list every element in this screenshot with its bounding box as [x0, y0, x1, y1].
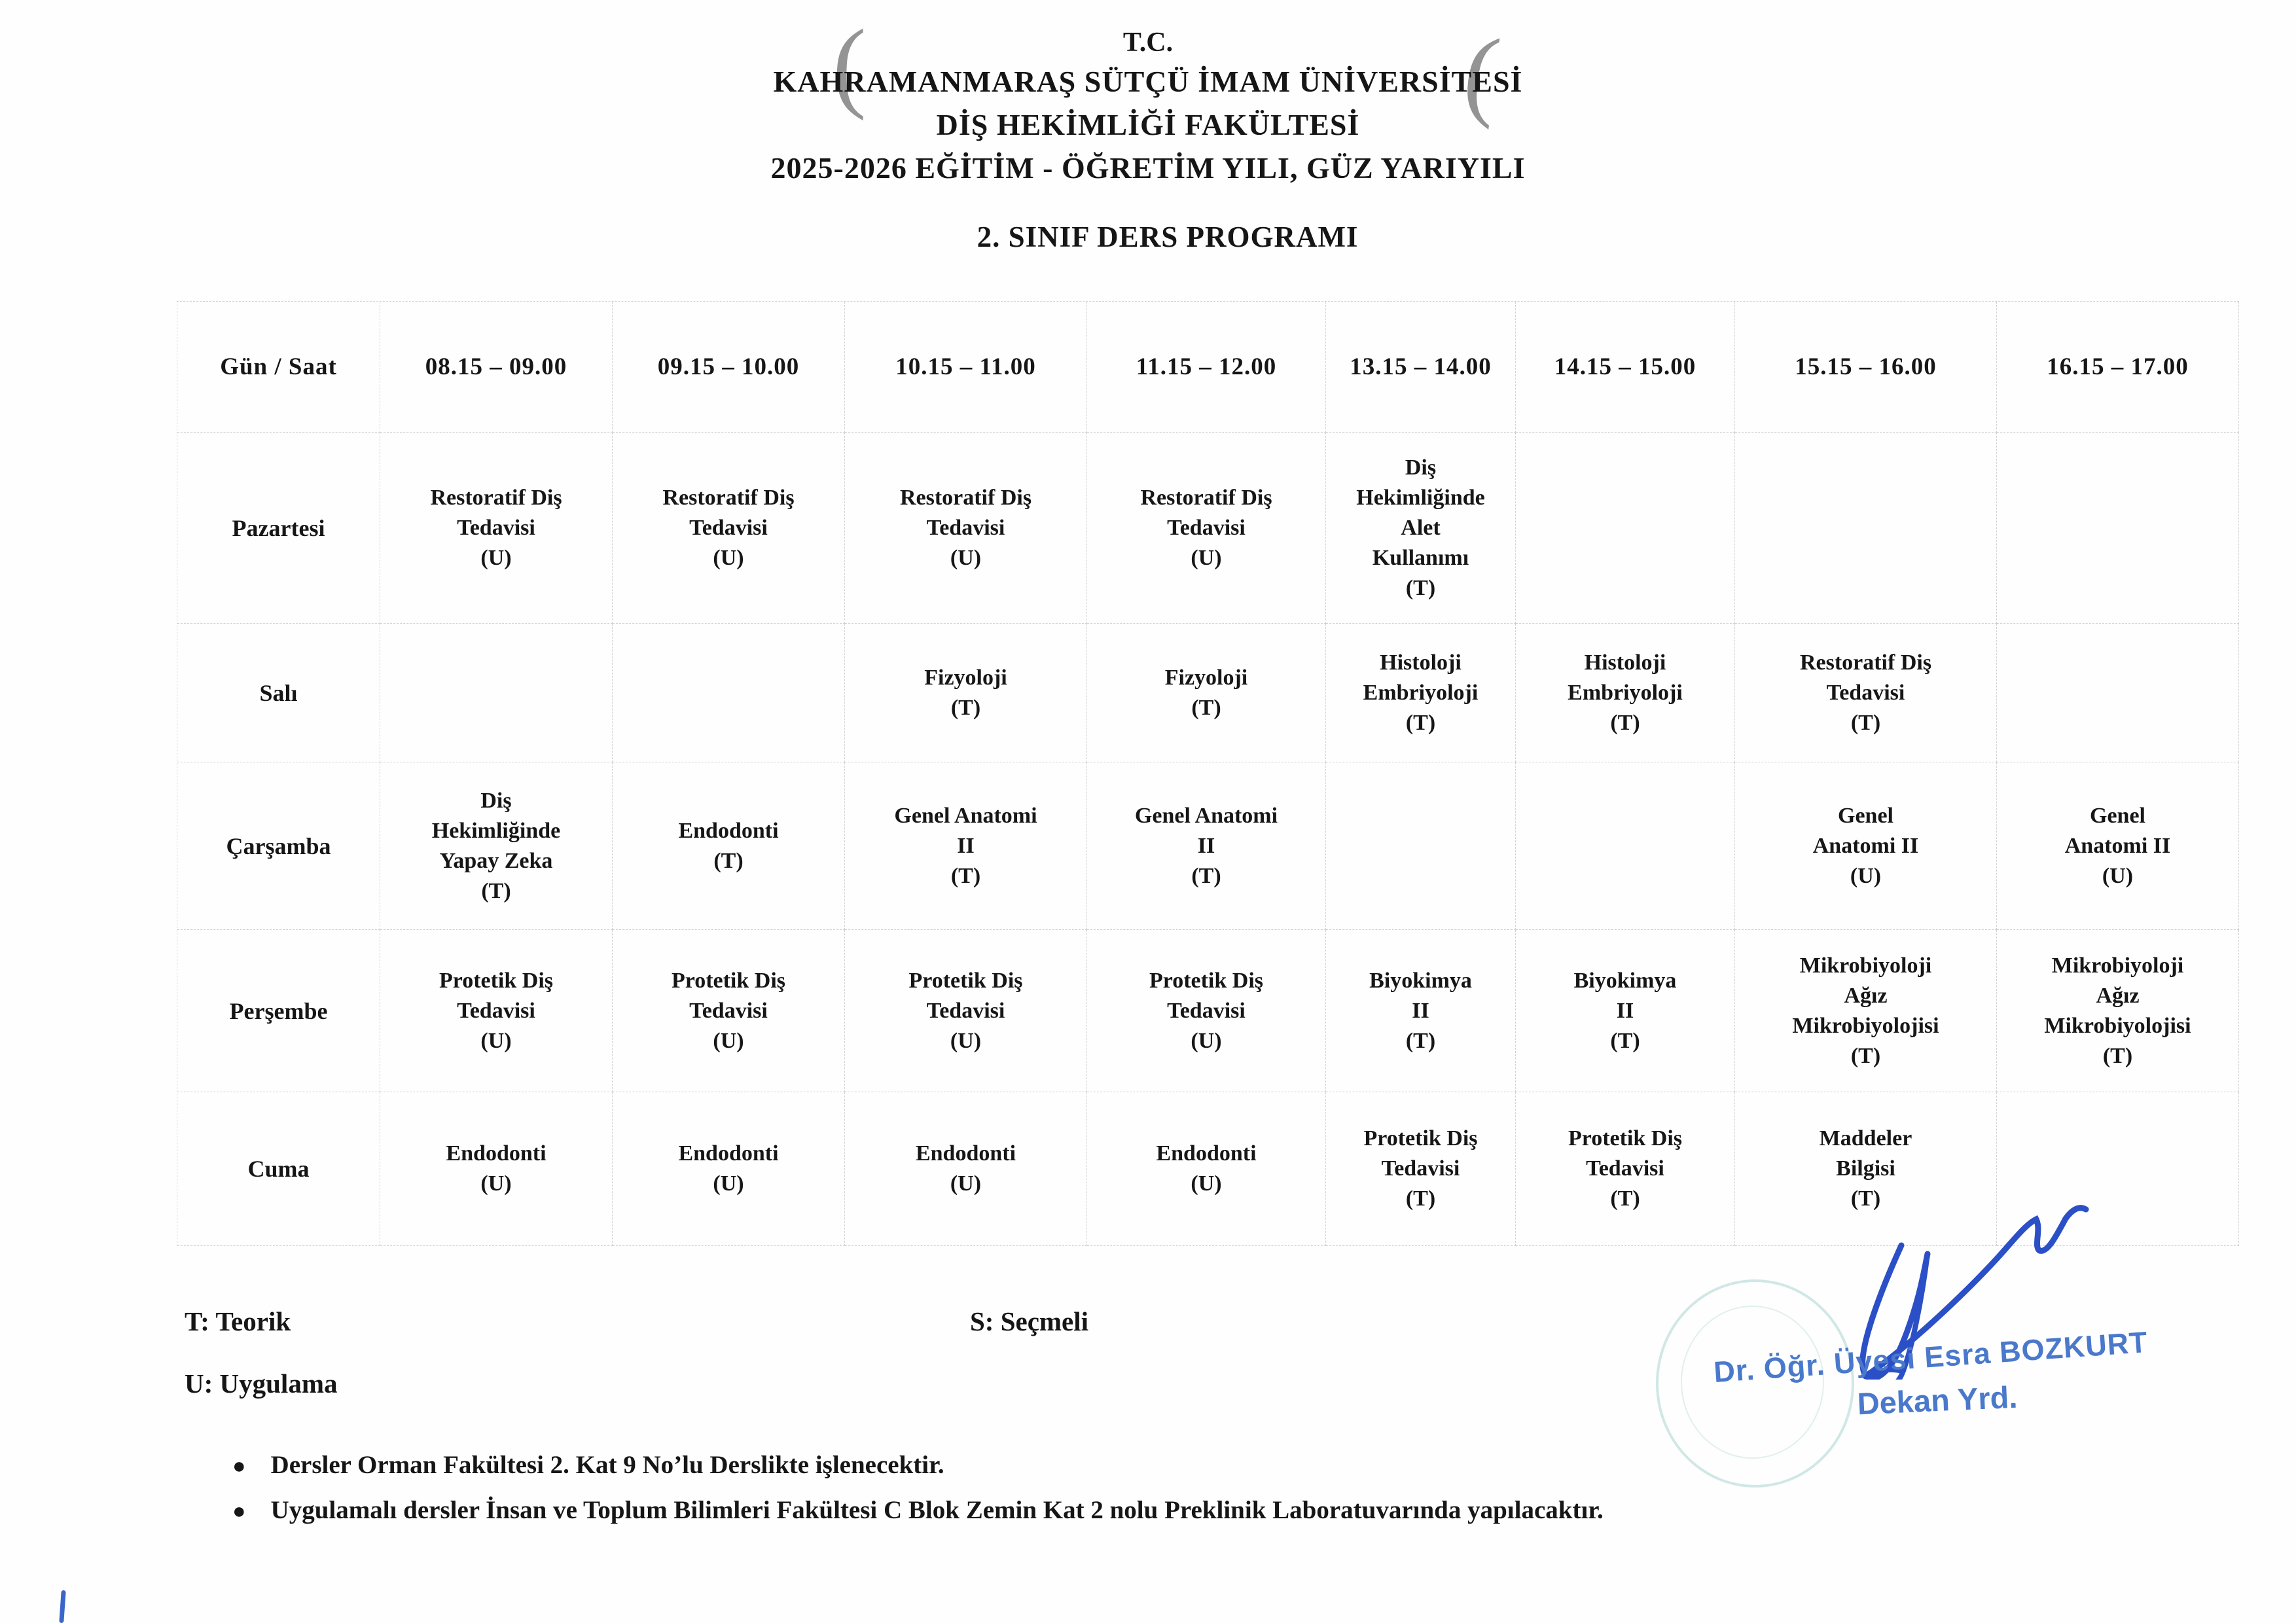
schedule-cell: Genel Anatomi II (U): [1997, 762, 2239, 930]
day-label: Salı: [177, 624, 380, 762]
schedule-cell-empty: [1997, 433, 2239, 624]
time-slot-header: 08.15 – 09.00: [380, 302, 613, 433]
schedule-cell: Protetik Diş Tedavisi (U): [1087, 930, 1326, 1092]
schedule-cell: Restoratif Diş Tedavisi (U): [380, 433, 613, 624]
bullet-icon: ●: [232, 1499, 246, 1524]
header-academic-year-line: 2025-2026 EĞİTİM - ÖĞRETİM YILI, GÜZ YAR…: [770, 151, 1526, 185]
schedule-cell: Genel Anatomi II (U): [1735, 762, 1997, 930]
schedule-cell: Histoloji Embriyoloji (T): [1516, 624, 1735, 762]
header-university-line: KAHRAMANMARAŞ SÜTÇÜ İMAM ÜNİVERSİTESİ: [773, 65, 1523, 98]
corner-header-cell: Gün / Saat: [177, 302, 380, 433]
page-title: 2. SINIF DERS PROGRAMI: [977, 221, 1359, 253]
schedule-cell: Protetik Diş Tedavisi (U): [380, 930, 613, 1092]
schedule-cell: Biyokimya II (T): [1516, 930, 1735, 1092]
class-schedule-table: Gün / Saat 08.15 – 09.00 09.15 – 10.00 1…: [177, 301, 2239, 1246]
legend-secmeli: S: Seçmeli: [970, 1306, 1089, 1336]
legend-teorik: T: Teorik: [185, 1306, 291, 1336]
schedule-cell: Fizyoloji (T): [1087, 624, 1326, 762]
document-header: T.C. KAHRAMANMARAŞ SÜTÇÜ İMAM ÜNİVERSİTE…: [0, 25, 2296, 254]
time-slot-header: 14.15 – 15.00: [1516, 302, 1735, 433]
schedule-cell: Genel Anatomi II (T): [1087, 762, 1326, 930]
schedule-cell: Biyokimya II (T): [1326, 930, 1516, 1092]
handwritten-signature: [1859, 1205, 2089, 1380]
table-row-friday: Cuma Endodonti (U) Endodonti (U) Endodon…: [177, 1092, 2239, 1246]
schedule-cell: Restoratif Diş Tedavisi (U): [613, 433, 845, 624]
schedule-cell: Diş Hekimliğinde Alet Kullanımı (T): [1326, 433, 1516, 624]
schedule-cell: Endodonti (U): [1087, 1092, 1326, 1246]
schedule-cell: Protetik Diş Tedavisi (U): [613, 930, 845, 1092]
scan-edge-artifact: [59, 1590, 66, 1623]
day-label: Pazartesi: [177, 433, 380, 624]
schedule-cell-empty: [1326, 762, 1516, 930]
table-header-row: Gün / Saat 08.15 – 09.00 09.15 – 10.00 1…: [177, 302, 2239, 433]
schedule-cell: Histoloji Embriyoloji (T): [1326, 624, 1516, 762]
note-text: Dersler Orman Fakültesi 2. Kat 9 No’lu D…: [270, 1451, 944, 1479]
header-republic-line: T.C.: [1122, 27, 1174, 58]
day-label: Cuma: [177, 1092, 380, 1246]
schedule-cell-empty: [1735, 433, 1997, 624]
schedule-cell: Maddeler Bilgisi (T): [1735, 1092, 1997, 1246]
schedule-cell: Endodonti (U): [845, 1092, 1087, 1246]
round-stamp-icon: [1656, 1279, 1854, 1488]
schedule-cell: Protetik Diş Tedavisi (T): [1326, 1092, 1516, 1246]
schedule-cell: Restoratif Diş Tedavisi (T): [1735, 624, 1997, 762]
time-slot-header: 13.15 – 14.00: [1326, 302, 1516, 433]
day-label: Çarşamba: [177, 762, 380, 930]
legend-uygulama: U: Uygulama: [185, 1368, 338, 1399]
table-row-wednesday: Çarşamba Diş Hekimliğinde Yapay Zeka (T)…: [177, 762, 2239, 930]
schedule-cell-empty: [613, 624, 845, 762]
schedule-cell-empty: [380, 624, 613, 762]
round-stamp-inner-ring: [1681, 1306, 1824, 1459]
scan-artifact-paren-left: (: [833, 9, 867, 121]
table-row-tuesday: Salı Fizyoloji (T) Fizyoloji (T) Histolo…: [177, 624, 2239, 762]
schedule-cell-empty: [1997, 624, 2239, 762]
schedule-cell-empty: [1516, 433, 1735, 624]
schedule-cell: Endodonti (T): [613, 762, 845, 930]
schedule-cell: Mikrobiyoloji Ağız Mikrobiyolojisi (T): [1735, 930, 1997, 1092]
schedule-cell: Fizyoloji (T): [845, 624, 1087, 762]
schedule-cell: Mikrobiyoloji Ağız Mikrobiyolojisi (T): [1997, 930, 2239, 1092]
schedule-cell: Restoratif Diş Tedavisi (U): [845, 433, 1087, 624]
time-slot-header: 10.15 – 11.00: [845, 302, 1087, 433]
schedule-cell: Endodonti (U): [380, 1092, 613, 1246]
time-slot-header: 09.15 – 10.00: [613, 302, 845, 433]
schedule-cell: Endodonti (U): [613, 1092, 845, 1246]
time-slot-header: 11.15 – 12.00: [1087, 302, 1326, 433]
schedule-cell: Protetik Diş Tedavisi (U): [845, 930, 1087, 1092]
schedule-cell-empty: [1516, 762, 1735, 930]
schedule-cell-empty: [1997, 1092, 2239, 1246]
day-label: Perşembe: [177, 930, 380, 1092]
schedule-cell: Protetik Diş Tedavisi (T): [1516, 1092, 1735, 1246]
note-item: ● Uygulamalı dersler İnsan ve Toplum Bil…: [232, 1488, 1604, 1533]
note-item: ● Dersler Orman Fakültesi 2. Kat 9 No’lu…: [232, 1443, 1604, 1488]
table-row-thursday: Perşembe Protetik Diş Tedavisi (U) Prote…: [177, 930, 2239, 1092]
schedule-cell: Genel Anatomi II (T): [845, 762, 1087, 930]
time-slot-header: 16.15 – 17.00: [1997, 302, 2239, 433]
schedule-cell: Restoratif Diş Tedavisi (U): [1087, 433, 1326, 624]
table-row-monday: Pazartesi Restoratif Diş Tedavisi (U) Re…: [177, 433, 2239, 624]
header-faculty-line: DİŞ HEKİMLİĞİ FAKÜLTESİ: [936, 108, 1360, 141]
note-text: Uygulamalı dersler İnsan ve Toplum Bilim…: [270, 1496, 1604, 1524]
bullet-icon: ●: [232, 1454, 246, 1478]
signature-block: Dr. Öğr. Üyesi Esra BOZKURT Dekan Yrd.: [1636, 1191, 2238, 1558]
time-slot-header: 15.15 – 16.00: [1735, 302, 1997, 433]
schedule-cell: Diş Hekimliğinde Yapay Zeka (T): [380, 762, 613, 930]
footer-notes: ● Dersler Orman Fakültesi 2. Kat 9 No’lu…: [232, 1443, 1604, 1533]
